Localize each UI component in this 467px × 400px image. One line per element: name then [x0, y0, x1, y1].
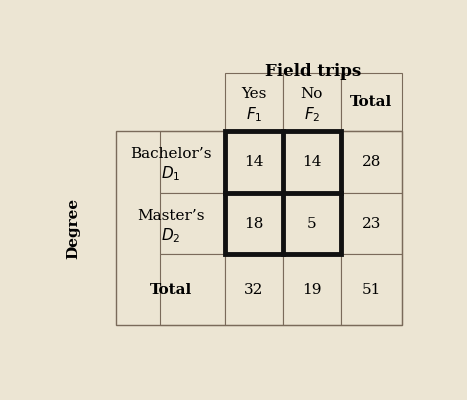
Text: Yes: Yes — [241, 87, 267, 101]
Text: 14: 14 — [244, 155, 263, 169]
Bar — [341, 193, 402, 254]
Text: 18: 18 — [244, 216, 263, 230]
Text: Master’s: Master’s — [137, 209, 205, 223]
Text: $D_1$: $D_1$ — [161, 164, 180, 183]
Bar — [341, 254, 402, 325]
Text: 5: 5 — [307, 216, 317, 230]
Bar — [225, 254, 283, 325]
Bar — [225, 193, 283, 254]
Bar — [341, 131, 402, 193]
Bar — [283, 73, 341, 131]
Text: 32: 32 — [244, 283, 263, 297]
Text: 28: 28 — [362, 155, 381, 169]
Bar — [225, 73, 283, 131]
Text: Field trips: Field trips — [265, 64, 361, 80]
Text: Total: Total — [149, 283, 191, 297]
Bar — [283, 254, 341, 325]
Bar — [160, 131, 225, 193]
Text: Bachelor’s: Bachelor’s — [130, 147, 212, 161]
Bar — [225, 131, 341, 254]
Text: Degree: Degree — [66, 198, 80, 259]
Text: 23: 23 — [362, 216, 381, 230]
Text: $F_2$: $F_2$ — [304, 105, 320, 124]
Text: $D_2$: $D_2$ — [161, 226, 180, 245]
Text: 14: 14 — [302, 155, 321, 169]
Text: 19: 19 — [302, 283, 321, 297]
Bar — [225, 131, 283, 193]
Text: 51: 51 — [362, 283, 381, 297]
Bar — [160, 254, 225, 325]
Text: Total: Total — [350, 95, 393, 109]
Text: No: No — [301, 87, 323, 101]
Bar — [160, 193, 225, 254]
Bar — [283, 193, 341, 254]
Bar — [283, 131, 341, 193]
Text: $F_1$: $F_1$ — [246, 105, 262, 124]
Bar — [116, 131, 402, 325]
Bar — [341, 73, 402, 131]
